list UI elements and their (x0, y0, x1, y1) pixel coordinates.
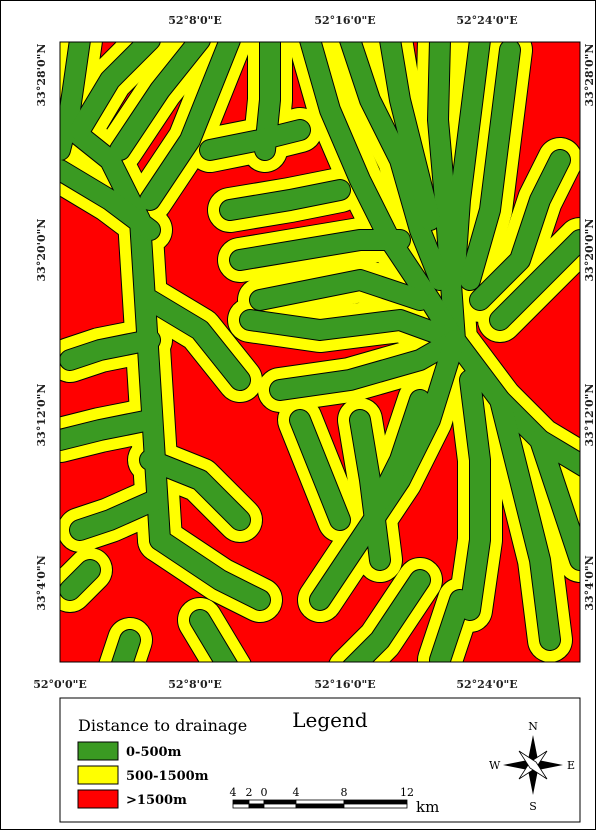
right-coord-label: 33°4'0"N (583, 555, 596, 610)
east-label: E (567, 759, 575, 772)
bottom-coord-label: 52°0'0"E (33, 678, 87, 691)
scale-label: 8 (341, 786, 348, 799)
left-coord-label: 33°4'0"N (35, 555, 48, 610)
top-coord-label: 52°16'0"E (314, 14, 375, 27)
right-coord-label: 33°20'0"N (583, 219, 596, 282)
bottom-coord-label: 52°24'0"E (456, 678, 517, 691)
bottom-coord-label: 52°8'0"E (168, 678, 222, 691)
scale-label: 4 (293, 786, 300, 799)
scale-segment (248, 803, 265, 809)
legend-swatch (77, 789, 119, 809)
scale-label: 12 (400, 786, 414, 799)
left-coord-label: 33°28'0"N (35, 44, 48, 107)
top-coord-label: 52°8'0"E (168, 14, 222, 27)
scale-label: 2 (246, 786, 253, 799)
south-label: S (529, 800, 537, 813)
legend-label: 500-1500m (126, 769, 209, 784)
scale-segment (343, 803, 408, 809)
scale-segment (232, 803, 250, 809)
top-coord-label: 52°24'0"E (456, 14, 517, 27)
right-coord-label: 33°12'0"N (583, 384, 596, 447)
legend-label: >1500m (126, 793, 187, 808)
drainage-map (60, 42, 580, 662)
legend-subtitle: Distance to drainage (78, 716, 247, 735)
scale-segment (232, 799, 250, 805)
scale-segment (248, 799, 265, 805)
west-label: W (489, 759, 501, 772)
scale-segment (263, 803, 297, 809)
north-label: N (528, 720, 538, 733)
left-coord-label: 33°12'0"N (35, 384, 48, 447)
legend-label: 0-500m (126, 745, 182, 760)
left-coord-label: 33°20'0"N (35, 219, 48, 282)
scale-label: 4 (230, 786, 237, 799)
scale-segment (343, 799, 408, 805)
legend-swatch (77, 741, 119, 761)
scale-segment (295, 799, 345, 805)
scale-segment (263, 799, 297, 805)
scale-segment (295, 803, 345, 809)
scale-unit: km (416, 798, 439, 816)
legend-swatch (77, 765, 119, 785)
legend-title: Legend (292, 708, 368, 732)
right-coord-label: 33°28'0"N (583, 44, 596, 107)
north-arrow: N S E W (489, 720, 575, 813)
bottom-coord-label: 52°16'0"E (314, 678, 375, 691)
map-frame (59, 41, 581, 663)
scale-label: 0 (261, 786, 268, 799)
